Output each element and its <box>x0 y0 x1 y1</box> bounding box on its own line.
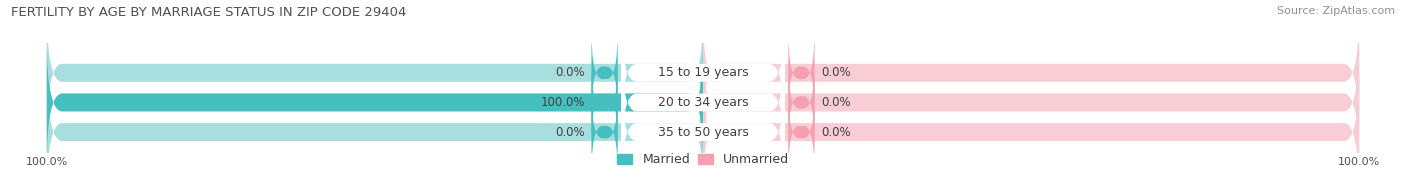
FancyBboxPatch shape <box>621 71 785 194</box>
FancyBboxPatch shape <box>703 11 1360 134</box>
FancyBboxPatch shape <box>789 89 814 175</box>
FancyBboxPatch shape <box>703 41 1360 164</box>
FancyBboxPatch shape <box>46 11 1360 134</box>
FancyBboxPatch shape <box>46 41 703 164</box>
FancyBboxPatch shape <box>621 41 785 164</box>
FancyBboxPatch shape <box>592 59 617 145</box>
FancyBboxPatch shape <box>592 30 617 116</box>
Text: 100.0%: 100.0% <box>540 96 585 109</box>
Text: 0.0%: 0.0% <box>555 126 585 139</box>
FancyBboxPatch shape <box>46 41 1360 164</box>
FancyBboxPatch shape <box>46 71 1360 194</box>
FancyBboxPatch shape <box>592 89 617 175</box>
FancyBboxPatch shape <box>703 71 1360 194</box>
FancyBboxPatch shape <box>46 41 703 164</box>
Text: Source: ZipAtlas.com: Source: ZipAtlas.com <box>1277 6 1395 16</box>
Text: 0.0%: 0.0% <box>821 66 851 79</box>
Text: FERTILITY BY AGE BY MARRIAGE STATUS IN ZIP CODE 29404: FERTILITY BY AGE BY MARRIAGE STATUS IN Z… <box>11 6 406 19</box>
FancyBboxPatch shape <box>621 11 785 134</box>
FancyBboxPatch shape <box>46 11 703 134</box>
Text: 15 to 19 years: 15 to 19 years <box>658 66 748 79</box>
Text: 0.0%: 0.0% <box>555 66 585 79</box>
FancyBboxPatch shape <box>789 30 814 116</box>
FancyBboxPatch shape <box>789 59 814 145</box>
Text: 0.0%: 0.0% <box>821 96 851 109</box>
Text: 35 to 50 years: 35 to 50 years <box>658 126 748 139</box>
Text: 0.0%: 0.0% <box>821 126 851 139</box>
FancyBboxPatch shape <box>46 71 703 194</box>
Text: 20 to 34 years: 20 to 34 years <box>658 96 748 109</box>
Legend: Married, Unmarried: Married, Unmarried <box>617 153 789 166</box>
